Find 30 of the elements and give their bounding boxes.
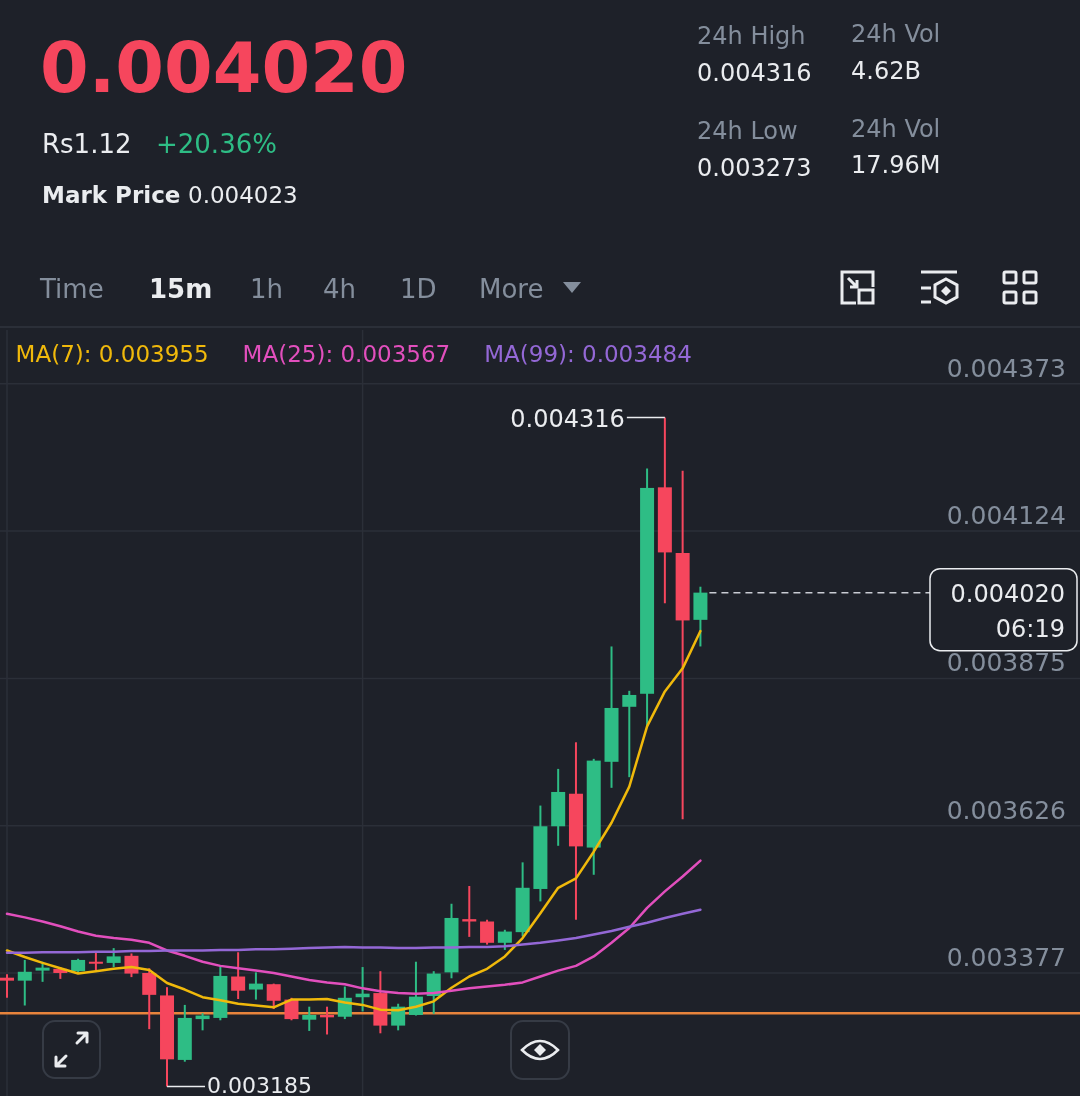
text: 24h Low (697, 117, 798, 145)
chart-title: 0.004020 (40, 27, 408, 109)
text: MA(99): 0.003484 (484, 341, 692, 367)
y-tick-label: 0.004124 (946, 501, 1066, 531)
text: 24h Vol (851, 20, 941, 48)
y-tick-label: 0.004373 (946, 353, 1066, 383)
text: 0.004023 (188, 182, 298, 208)
annotation: 0.003185 (207, 1073, 312, 1096)
y-tick-label: 0.003626 (946, 795, 1066, 825)
text: MA(25): 0.003567 (242, 341, 451, 367)
y-tick-label: 0.003377 (946, 942, 1066, 972)
text: MA(7): 0.003955 (15, 341, 209, 367)
text: +20.36% (156, 129, 277, 159)
text: 24h High (697, 22, 806, 50)
text: More (479, 274, 544, 304)
text: 1D (400, 274, 437, 304)
text: 4h (323, 274, 357, 304)
text: 0.003273 (697, 154, 812, 182)
text: 15m (149, 274, 213, 304)
text: 0.004316 (697, 59, 812, 87)
ref-line-label: 0.004020 06:19 (950, 579, 1065, 643)
text: 17.96M (851, 151, 941, 179)
annotation: 0.004316 (510, 404, 625, 433)
text: 1h (250, 274, 284, 304)
text: 24h Vol (851, 115, 941, 143)
y-tick-label: 0.003875 (946, 648, 1066, 678)
text: 4.62B (851, 57, 921, 85)
text: Rs1.12 (42, 129, 132, 159)
text: Time (39, 274, 104, 304)
text: Mark Price (42, 182, 181, 208)
